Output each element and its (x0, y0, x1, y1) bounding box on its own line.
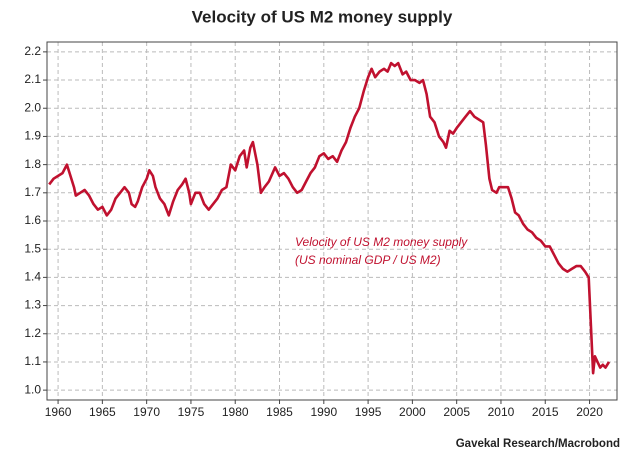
plot-frame (46, 41, 618, 401)
x-tick-label: 1960 (45, 405, 72, 419)
y-tick-label: 1.6 (24, 213, 41, 227)
chart-title: Velocity of US M2 money supply (192, 7, 453, 26)
x-tick-label: 1970 (133, 405, 160, 419)
x-tick-label: 1980 (222, 405, 249, 419)
x-tick-label: 1995 (355, 405, 382, 419)
y-tick-label: 2.2 (24, 44, 41, 58)
y-tick-label: 2.1 (24, 72, 41, 86)
line-series (48, 61, 611, 375)
y-tick-label: 1.0 (24, 382, 41, 396)
annotation: Velocity of US M2 money supply (295, 235, 468, 249)
x-tick-label: 2010 (488, 405, 515, 419)
y-tick-label: 1.3 (24, 298, 41, 312)
y-tick-label: 1.8 (24, 157, 41, 171)
x-tick-label: 1975 (178, 405, 205, 419)
x-tick-label: 2020 (576, 405, 603, 419)
x-tick-label: 1990 (310, 405, 337, 419)
y-tick-label: 1.5 (24, 241, 41, 255)
y-tick-label: 1.7 (24, 185, 41, 199)
source: Gavekal Research/Macrobond (456, 438, 620, 450)
x-tick-label: 2005 (443, 405, 470, 419)
y-tick-label: 1.9 (24, 129, 41, 143)
x-tick-label: 1965 (89, 405, 116, 419)
y-tick-label: 1.4 (24, 270, 41, 284)
y-tick-label: 1.1 (24, 354, 41, 368)
y-tick-label: 2.0 (24, 100, 41, 114)
x-tick-label: 2000 (399, 405, 426, 419)
y-tick-label: 1.2 (24, 326, 41, 340)
annotation: (US nominal GDP / US M2) (295, 253, 441, 267)
x-tick-label: 1985 (266, 405, 293, 419)
x-tick-label: 2015 (532, 405, 559, 419)
